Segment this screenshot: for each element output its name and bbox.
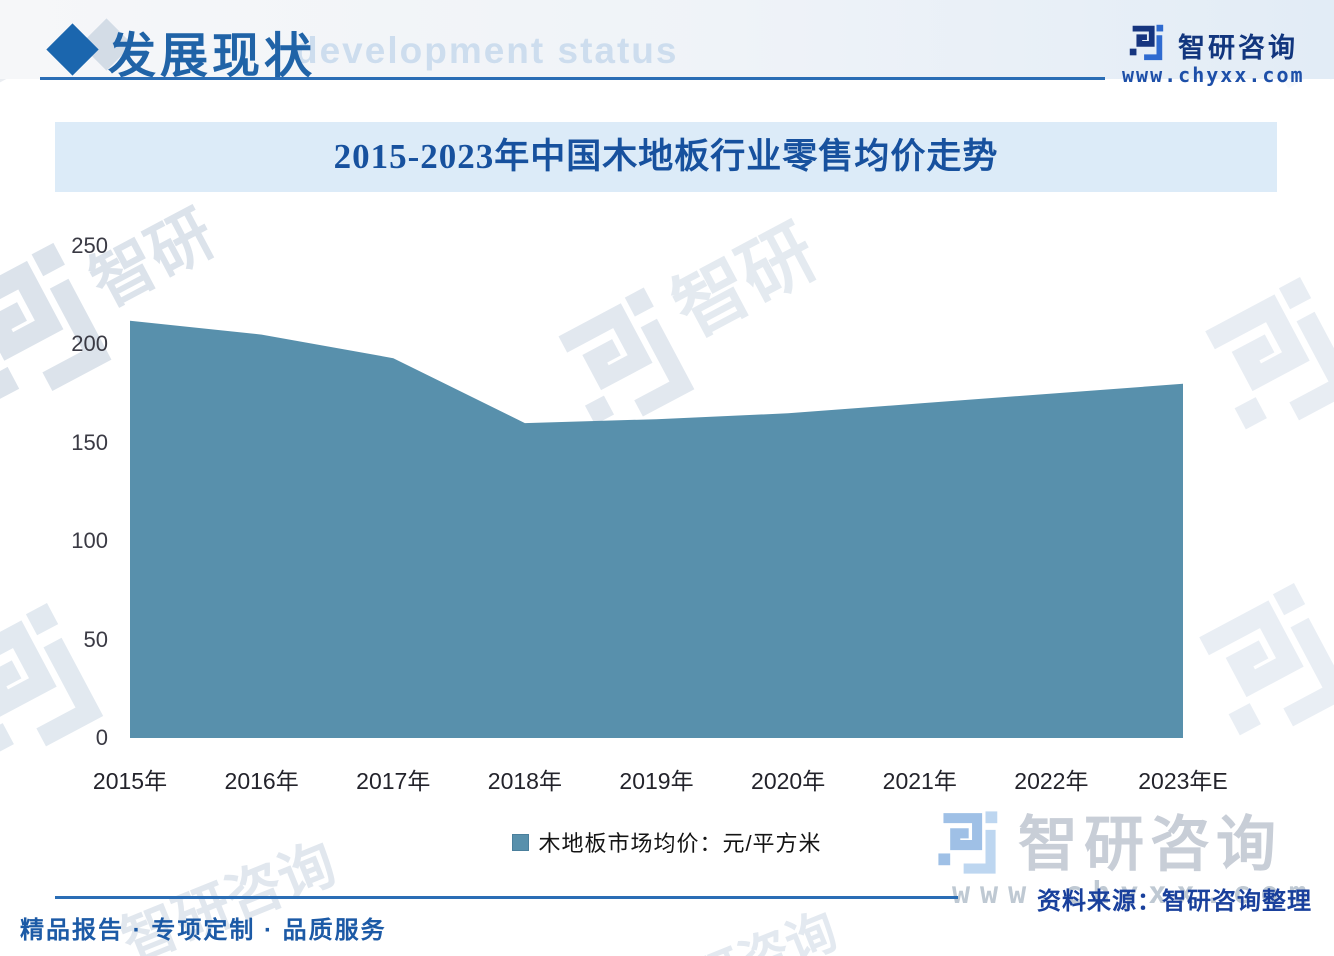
legend-label: 木地板市场均价：元/平方米 bbox=[538, 831, 822, 856]
y-axis-tick-label: 100 bbox=[71, 528, 108, 554]
x-axis-tick-label: 2021年 bbox=[882, 768, 957, 794]
header-subtitle-watermark: development status bbox=[295, 30, 679, 71]
chart-title: 2015-2023年中国木地板行业零售均价走势 bbox=[333, 137, 999, 176]
y-axis-tick-label: 50 bbox=[83, 626, 108, 652]
x-axis-tick-label: 2015年 bbox=[92, 768, 168, 794]
header-divider bbox=[40, 77, 1105, 80]
area-chart bbox=[130, 320, 1183, 738]
brand-logo-icon bbox=[1129, 24, 1164, 61]
x-axis-tick-label: 2017年 bbox=[356, 768, 431, 794]
chart-title-banner: 2015-2023年中国木地板行业零售均价走势 bbox=[55, 122, 1277, 192]
brand-watermark-text: 智研咨询 bbox=[634, 891, 846, 956]
brand-maze-watermark-icon bbox=[1166, 562, 1334, 765]
footer-divider bbox=[55, 896, 958, 899]
y-axis-tick-label: 150 bbox=[71, 429, 108, 455]
y-axis-tick-label: 250 bbox=[71, 233, 108, 258]
area-series bbox=[130, 320, 1183, 738]
x-axis-tick-label: 2020年 bbox=[751, 768, 826, 794]
header-band bbox=[0, 0, 1334, 79]
y-axis-tick-label: 200 bbox=[71, 331, 108, 357]
footer-watermark-brand-text: 智研咨询 bbox=[1018, 812, 1282, 878]
data-source-note: 资料来源：智研咨询整理 bbox=[1037, 888, 1312, 915]
page-title: 发展现状 bbox=[108, 30, 317, 83]
brand-maze-watermark-icon bbox=[1172, 256, 1334, 459]
x-axis-tick-label: 2022年 bbox=[1014, 768, 1089, 794]
x-axis-tick-label: 2023年E bbox=[1138, 768, 1228, 794]
x-axis-tick-label: 2018年 bbox=[487, 768, 562, 794]
legend-marker bbox=[512, 833, 530, 851]
brand-maze-watermark-icon bbox=[0, 582, 121, 785]
chart-legend: 木地板市场均价：元/平方米 bbox=[0, 826, 1334, 858]
brand-maze-watermark-icon bbox=[938, 810, 998, 874]
footer-brand-watermark: 智研咨询 bbox=[930, 796, 1282, 883]
footer-watermark-site-text: www.chyxx.com bbox=[952, 876, 1317, 911]
footer-tagline: 精品报告 · 专项定制 · 品质服务 bbox=[20, 917, 387, 944]
brand-website[interactable]: www.chyxx.com bbox=[1122, 63, 1305, 87]
y-axis-tick-label: 0 bbox=[95, 725, 108, 750]
brand-name: 智研咨询 bbox=[1178, 33, 1298, 63]
x-axis-tick-label: 2016年 bbox=[224, 768, 299, 794]
x-axis-tick-label: 2019年 bbox=[619, 768, 694, 794]
